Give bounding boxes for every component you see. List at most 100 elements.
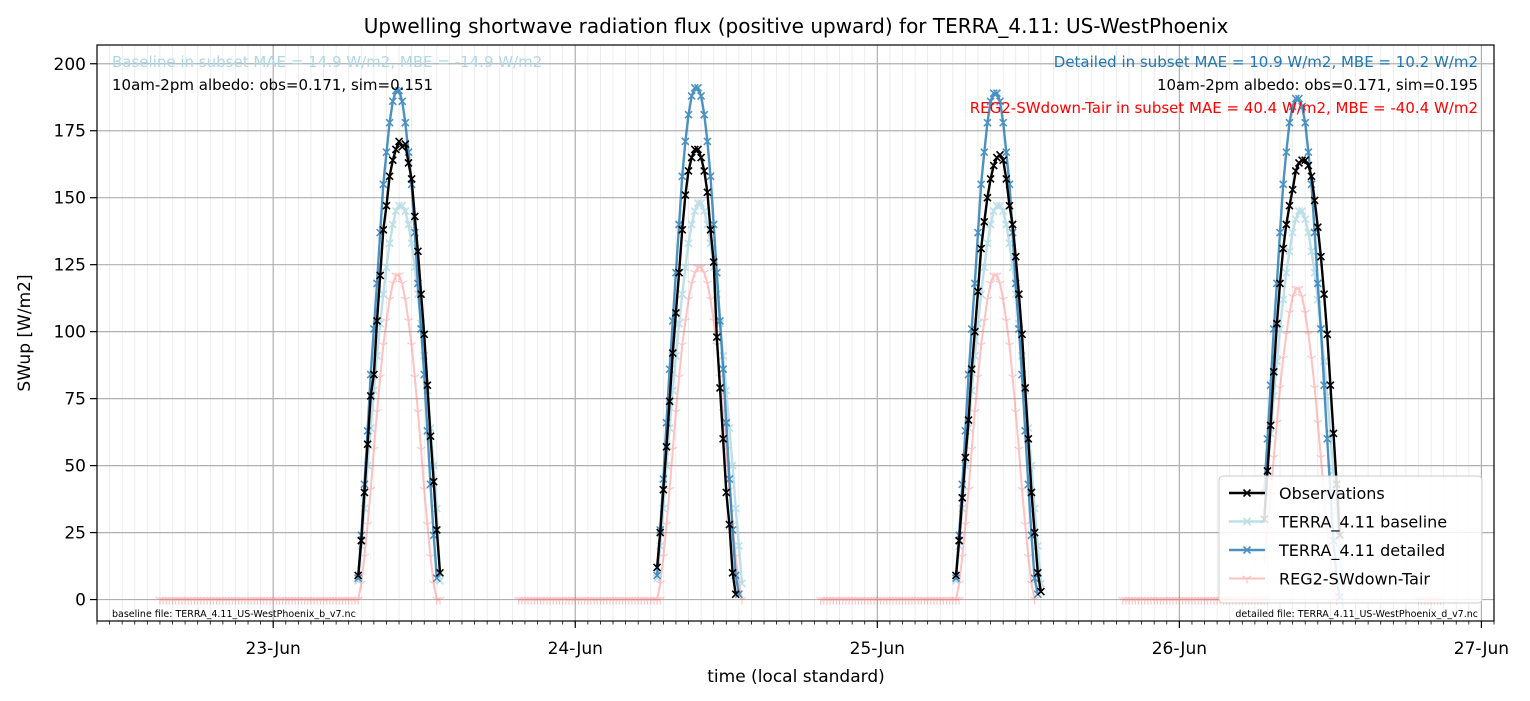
data-point [1310, 384, 1320, 393]
data-point [1184, 596, 1194, 605]
data-point [853, 596, 864, 605]
data-point [382, 263, 391, 272]
data-point [340, 596, 351, 605]
data-point [825, 596, 835, 605]
data-point [979, 317, 989, 326]
data-point [401, 207, 410, 216]
data-point [215, 596, 225, 605]
data-point [268, 596, 278, 605]
data-point [863, 596, 873, 605]
data-point [659, 485, 668, 494]
data-point [875, 596, 886, 605]
data-point [1021, 383, 1030, 392]
data-point [536, 596, 546, 605]
data-point [715, 383, 725, 392]
data-point [681, 137, 690, 146]
data-point [995, 201, 1005, 210]
data-point [1155, 596, 1166, 605]
data-point [576, 596, 587, 605]
data-point [624, 596, 634, 605]
data-point [684, 166, 693, 175]
data-point [951, 596, 961, 605]
data-point [517, 596, 527, 605]
data-point [725, 474, 734, 484]
data-point [970, 327, 979, 336]
data-point [435, 568, 445, 577]
data-point [1136, 596, 1147, 605]
data-point [218, 596, 228, 605]
data-point [1298, 102, 1307, 111]
data-point [687, 153, 696, 162]
data-point [977, 180, 986, 189]
data-point [816, 596, 826, 605]
data-point [973, 228, 983, 237]
series-group [155, 83, 1446, 605]
data-point [702, 280, 713, 289]
data-point [1190, 596, 1200, 605]
data-point [655, 580, 665, 589]
data-point [1203, 596, 1213, 605]
data-point [561, 596, 571, 605]
y-tick-label: 150 [54, 189, 86, 209]
data-point [1313, 419, 1323, 428]
data-point [1279, 295, 1288, 304]
data-point [999, 118, 1008, 127]
data-point [369, 370, 378, 379]
legend-label: Observations [1279, 484, 1385, 503]
data-point [347, 596, 357, 605]
data-point [907, 596, 917, 605]
data-point [526, 596, 536, 605]
data-point [1282, 148, 1291, 157]
data-point [700, 166, 709, 175]
data-point [844, 596, 854, 605]
data-point [652, 574, 662, 583]
data-point [357, 536, 366, 545]
data-point [1294, 207, 1303, 216]
data-point [271, 596, 281, 605]
data-point [202, 596, 212, 605]
data-point [690, 145, 699, 154]
data-point [325, 596, 335, 605]
data-point [712, 332, 721, 342]
series-line [955, 274, 1036, 600]
data-point [1291, 166, 1300, 175]
series-line [655, 201, 744, 584]
data-point [1288, 102, 1297, 111]
data-point [287, 596, 297, 605]
data-point [1323, 330, 1332, 339]
data-point [398, 97, 407, 106]
data-point [211, 596, 222, 605]
data-point [725, 520, 734, 529]
data-point [237, 596, 247, 605]
data-point [961, 453, 970, 462]
data-point [1313, 223, 1322, 232]
data-point [1310, 196, 1319, 205]
data-point [878, 596, 889, 605]
data-point [354, 571, 363, 580]
data-point [728, 568, 737, 577]
data-point [995, 97, 1005, 106]
data-point [548, 596, 558, 605]
data-point [400, 296, 410, 305]
data-point [703, 188, 712, 197]
data-point [318, 596, 329, 605]
data-point [296, 596, 307, 605]
data-point [1313, 279, 1322, 288]
data-point [677, 342, 687, 351]
data-point [435, 596, 445, 605]
data-point [183, 596, 193, 605]
data-point [1269, 454, 1279, 463]
data-point [1017, 330, 1027, 339]
grid [96, 45, 1495, 621]
data-point [1001, 317, 1011, 326]
legend-marker [1242, 545, 1252, 555]
data-point [693, 264, 703, 273]
data-point [1036, 587, 1045, 596]
x-tick-label: 25-Jun [850, 639, 905, 659]
data-point [221, 596, 231, 605]
data-point [394, 137, 404, 146]
data-point [1193, 596, 1203, 605]
data-point [545, 596, 555, 605]
data-point [1297, 293, 1307, 302]
data-point [180, 596, 190, 605]
